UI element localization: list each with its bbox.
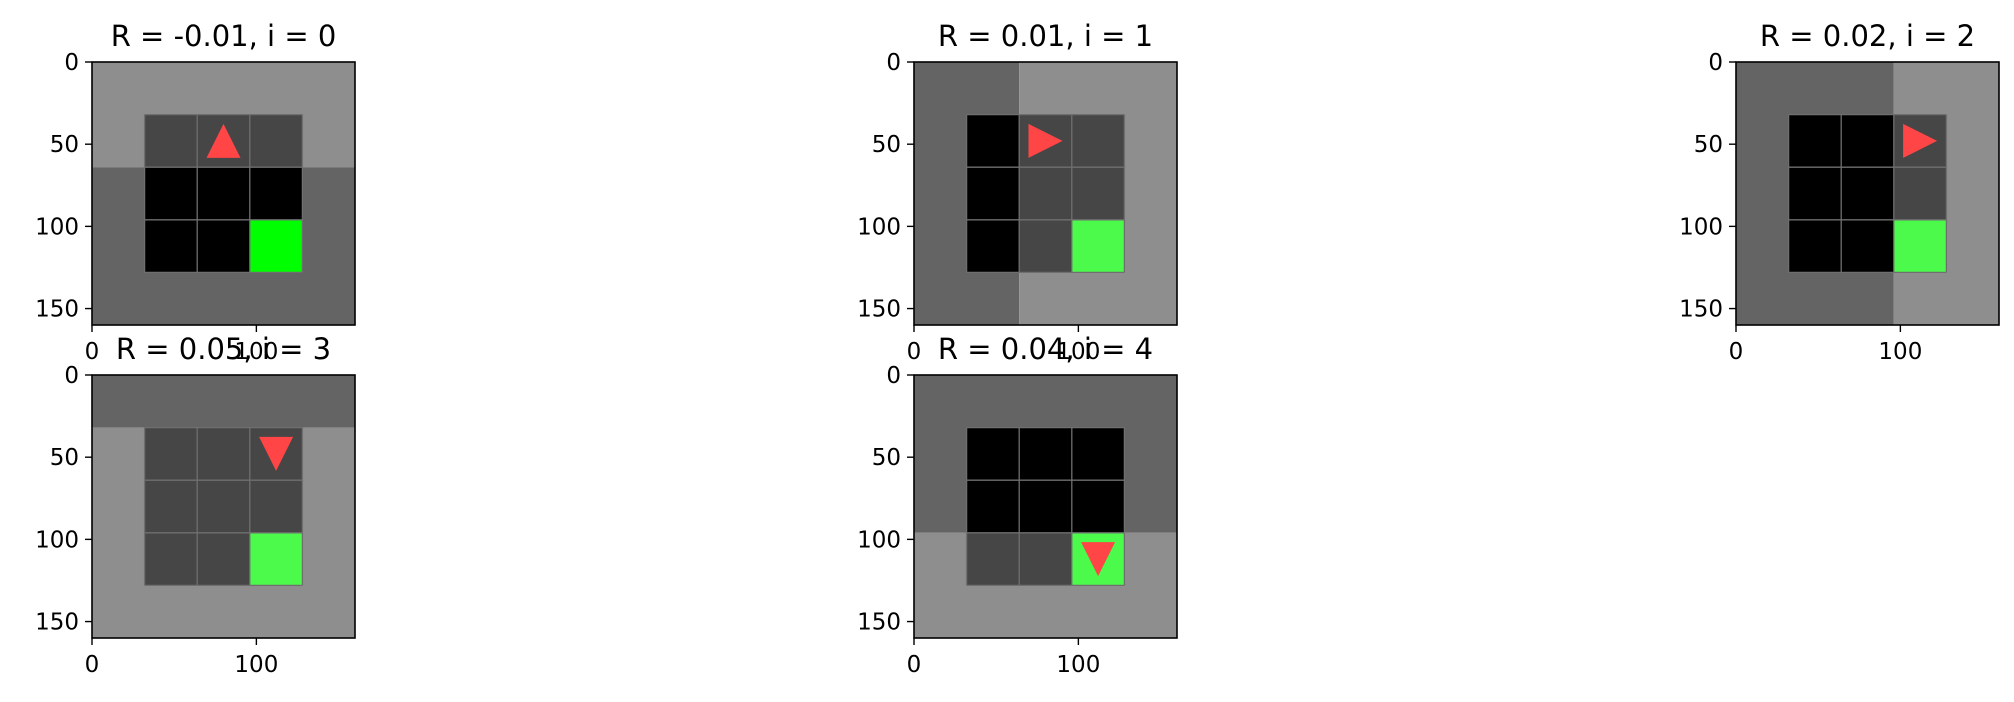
y-tick-label: 100 [35,527,79,553]
grid-cell [967,167,1020,220]
x-tick-label: 100 [234,652,278,678]
grid-cell [1841,167,1894,220]
background-region [92,375,355,428]
grid-cell [967,533,1020,586]
x-tick-label: 0 [85,339,100,365]
goal-cell [1894,220,1947,273]
grid-cell [1019,428,1072,481]
y-tick-label: 0 [886,363,901,389]
y-tick-label: 50 [50,132,79,158]
panel-4: 0 100 0 50 100 150 R = 0.04, i = 4 [857,332,1177,678]
grid-cell [145,115,198,168]
grid-cell [145,428,198,481]
x-tick-label: 0 [1729,339,1744,365]
grid-cell [1841,115,1894,168]
grid-cell [250,115,303,168]
y-tick-label: 50 [50,445,79,471]
grid-cell [1072,115,1125,168]
y-tick-label: 50 [872,445,901,471]
panel-title: R = 0.02, i = 2 [1760,19,1975,53]
grid-cell [1019,480,1072,533]
x-tick-label: 100 [1056,652,1100,678]
grid-cell [1789,167,1842,220]
goal-cell [1072,220,1125,273]
y-tick-label: 150 [857,297,901,323]
panel-title: R = 0.01, i = 1 [938,19,1153,53]
grid-cell [967,480,1020,533]
grid-cell [145,480,198,533]
grid-cell [1789,220,1842,273]
goal-cell [250,533,303,586]
y-tick-label: 0 [64,363,79,389]
panel-title: R = 0.05, i = 3 [116,332,331,366]
panel-title: R = 0.04, i = 4 [938,332,1153,366]
y-tick-label: 0 [886,50,901,76]
y-tick-label: 0 [64,50,79,76]
x-tick-label: 0 [907,339,922,365]
goal-cell [250,220,303,273]
y-tick-label: 50 [1694,132,1723,158]
grid-cell [197,480,250,533]
grid-cell [1894,167,1947,220]
panel-3: 0 100 0 50 100 150 R = 0.05, i = 3 [35,332,355,678]
grid-cell [250,480,303,533]
y-tick-label: 100 [1679,214,1723,240]
y-tick-label: 0 [1708,50,1723,76]
grid-cell [1072,428,1125,481]
grid-cell [1019,533,1072,586]
y-tick-label: 150 [35,610,79,636]
grid-cell [145,167,198,220]
grid-cell [197,220,250,273]
x-tick-label: 0 [907,652,922,678]
y-tick-label: 50 [872,132,901,158]
grid-cell [967,220,1020,273]
grid-cell [967,428,1020,481]
y-tick-label: 150 [35,297,79,323]
y-tick-label: 150 [857,610,901,636]
grid-cell [967,115,1020,168]
grid-cell [197,428,250,481]
y-tick-label: 100 [35,214,79,240]
grid-cell [1019,167,1072,220]
grid-cell [1789,115,1842,168]
y-tick-label: 150 [1679,297,1723,323]
grid-cell [1841,220,1894,273]
grid-cell [197,533,250,586]
x-tick-label: 0 [85,652,100,678]
grid-cell [250,167,303,220]
grid-cell [145,220,198,273]
grid-cell [197,167,250,220]
grid-cell [1072,167,1125,220]
y-tick-label: 100 [857,527,901,553]
grid-cell [1072,480,1125,533]
grid-cell [1019,220,1072,273]
panel-title: R = -0.01, i = 0 [111,19,337,53]
y-tick-label: 100 [857,214,901,240]
x-tick-label: 100 [1878,339,1922,365]
panel-2: 0 100 0 50 100 150 R = 0.02, i = 2 [1679,19,1999,365]
grid-cell [145,533,198,586]
